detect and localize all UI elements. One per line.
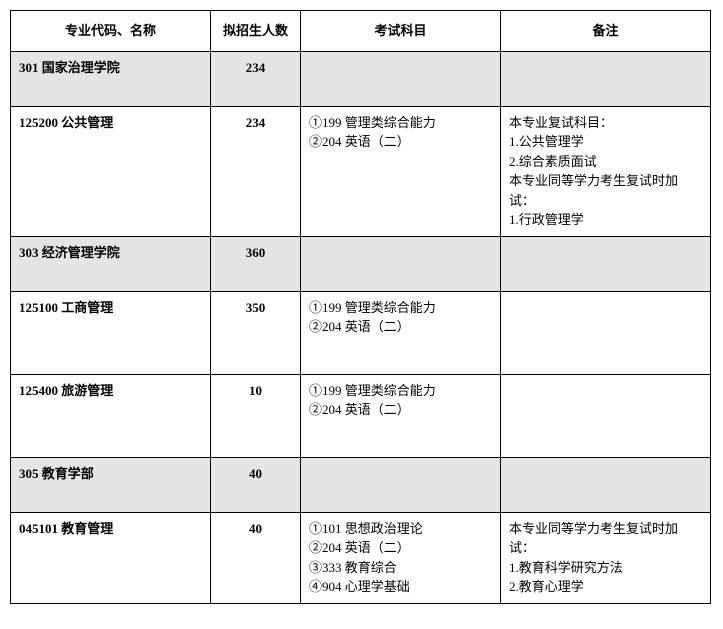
subjects-cell: ①101 思想政治理论②204 英语（二）③333 教育综合④904 心理学基础: [301, 512, 501, 603]
major-row: 045101 教育管理40①101 思想政治理论②204 英语（二）③333 教…: [11, 512, 711, 603]
dept-row: 301 国家治理学院234: [11, 51, 711, 106]
subject-line: ①199 管理类综合能力: [309, 381, 492, 401]
subjects-cell: ①199 管理类综合能力②204 英语（二）: [301, 291, 501, 374]
note-line: 本专业复试科目：: [509, 113, 702, 133]
header-count: 拟招生人数: [211, 11, 301, 52]
subject-line: ②204 英语（二）: [309, 538, 492, 558]
dept-name: 305 教育学部: [11, 457, 211, 512]
major-row: 125400 旅游管理10①199 管理类综合能力②204 英语（二）: [11, 374, 711, 457]
header-subjects: 考试科目: [301, 11, 501, 52]
notes-cell: 本专业同等学力考生复试时加试：1.教育科学研究方法2.教育心理学: [501, 512, 711, 603]
subject-line: ②204 英语（二）: [309, 132, 492, 152]
subject-line: ①199 管理类综合能力: [309, 298, 492, 318]
table-body: 301 国家治理学院234125200 公共管理234①199 管理类综合能力②…: [11, 51, 711, 603]
dept-name: 303 经济管理学院: [11, 236, 211, 291]
major-row: 125200 公共管理234①199 管理类综合能力②204 英语（二）本专业复…: [11, 106, 711, 236]
subject-line: ①101 思想政治理论: [309, 519, 492, 539]
enroll-count: 40: [211, 457, 301, 512]
dept-row: 305 教育学部40: [11, 457, 711, 512]
enroll-count: 360: [211, 236, 301, 291]
subjects-cell: [301, 457, 501, 512]
dept-row: 303 经济管理学院360: [11, 236, 711, 291]
subject-line: ①199 管理类综合能力: [309, 113, 492, 133]
note-line: 1.公共管理学: [509, 132, 702, 152]
subjects-cell: ①199 管理类综合能力②204 英语（二）: [301, 374, 501, 457]
note-line: 本专业同等学力考生复试时加试：: [509, 519, 702, 558]
notes-cell: [501, 291, 711, 374]
header-name: 专业代码、名称: [11, 11, 211, 52]
note-line: 2.综合素质面试: [509, 152, 702, 172]
subject-line: ④904 心理学基础: [309, 577, 492, 597]
major-name: 125400 旅游管理: [11, 374, 211, 457]
notes-cell: [501, 457, 711, 512]
notes-cell: [501, 374, 711, 457]
catalog-table: 专业代码、名称 拟招生人数 考试科目 备注 301 国家治理学院23412520…: [10, 10, 711, 604]
notes-cell: [501, 51, 711, 106]
enroll-count: 10: [211, 374, 301, 457]
enroll-count: 350: [211, 291, 301, 374]
note-line: 本专业同等学力考生复试时加试：: [509, 171, 702, 210]
enroll-count: 40: [211, 512, 301, 603]
subject-line: ③333 教育综合: [309, 558, 492, 578]
dept-name: 301 国家治理学院: [11, 51, 211, 106]
header-notes: 备注: [501, 11, 711, 52]
notes-cell: 本专业复试科目：1.公共管理学2.综合素质面试本专业同等学力考生复试时加试：1.…: [501, 106, 711, 236]
major-name: 125200 公共管理: [11, 106, 211, 236]
major-name: 125100 工商管理: [11, 291, 211, 374]
subjects-cell: ①199 管理类综合能力②204 英语（二）: [301, 106, 501, 236]
enroll-count: 234: [211, 106, 301, 236]
subjects-cell: [301, 51, 501, 106]
enroll-count: 234: [211, 51, 301, 106]
subjects-cell: [301, 236, 501, 291]
major-row: 125100 工商管理350①199 管理类综合能力②204 英语（二）: [11, 291, 711, 374]
subject-line: ②204 英语（二）: [309, 400, 492, 420]
note-line: 1.行政管理学: [509, 210, 702, 230]
subject-line: ②204 英语（二）: [309, 317, 492, 337]
note-line: 2.教育心理学: [509, 577, 702, 597]
note-line: 1.教育科学研究方法: [509, 558, 702, 578]
notes-cell: [501, 236, 711, 291]
header-row: 专业代码、名称 拟招生人数 考试科目 备注: [11, 11, 711, 52]
major-name: 045101 教育管理: [11, 512, 211, 603]
